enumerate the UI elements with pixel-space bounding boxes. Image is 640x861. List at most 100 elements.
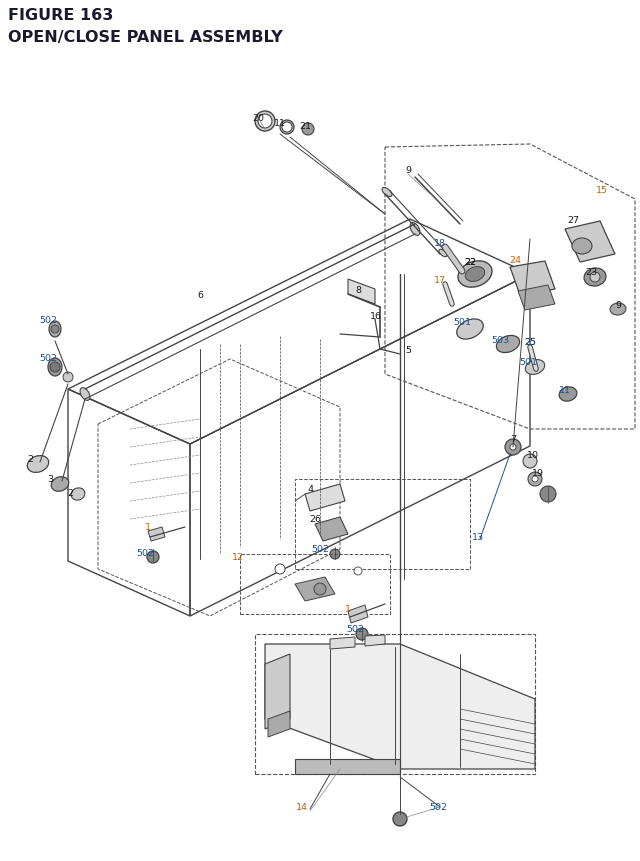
Text: 1: 1: [145, 523, 151, 532]
Text: FIGURE 163: FIGURE 163: [8, 8, 113, 23]
Text: 501: 501: [519, 357, 537, 366]
Circle shape: [532, 476, 538, 482]
Polygon shape: [518, 286, 555, 311]
Polygon shape: [265, 644, 535, 769]
Polygon shape: [365, 635, 385, 647]
Text: 2: 2: [67, 488, 73, 497]
Circle shape: [510, 444, 516, 450]
Circle shape: [330, 549, 340, 560]
Text: 2: 2: [27, 455, 33, 464]
Text: 16: 16: [370, 311, 382, 320]
Text: 17: 17: [434, 276, 446, 284]
Text: 22: 22: [464, 257, 476, 266]
Ellipse shape: [80, 388, 90, 401]
Text: 23: 23: [585, 267, 597, 276]
Text: 12: 12: [232, 553, 244, 562]
Text: 27: 27: [567, 215, 579, 224]
Ellipse shape: [280, 121, 294, 135]
Bar: [295, 480, 470, 569]
Text: 501: 501: [453, 317, 471, 326]
Bar: [255, 635, 535, 774]
Ellipse shape: [51, 477, 68, 492]
Text: 4: 4: [307, 485, 313, 494]
Text: 8: 8: [355, 285, 361, 294]
Text: 25: 25: [524, 338, 536, 346]
Text: 502: 502: [39, 315, 57, 324]
Ellipse shape: [410, 223, 420, 236]
Ellipse shape: [48, 358, 62, 376]
Text: 19: 19: [532, 469, 544, 478]
Ellipse shape: [458, 262, 492, 288]
Text: 6: 6: [197, 290, 203, 299]
Text: 11: 11: [274, 118, 286, 127]
Text: 9: 9: [405, 165, 411, 174]
Ellipse shape: [559, 387, 577, 402]
Text: OPEN/CLOSE PANEL ASSEMBLY: OPEN/CLOSE PANEL ASSEMBLY: [8, 30, 283, 45]
Ellipse shape: [71, 488, 85, 500]
Circle shape: [354, 567, 362, 575]
Circle shape: [147, 551, 159, 563]
Circle shape: [356, 629, 368, 641]
Circle shape: [540, 486, 556, 503]
Circle shape: [258, 115, 272, 129]
Text: 7: 7: [510, 435, 516, 444]
Polygon shape: [330, 637, 355, 649]
Circle shape: [51, 325, 59, 333]
Circle shape: [393, 812, 407, 826]
Circle shape: [50, 362, 60, 373]
Circle shape: [314, 583, 326, 595]
Text: 25: 25: [524, 338, 536, 346]
Circle shape: [275, 564, 285, 574]
Ellipse shape: [255, 112, 275, 132]
Text: 10: 10: [527, 450, 539, 459]
Text: 22: 22: [464, 257, 476, 266]
Polygon shape: [265, 654, 290, 729]
Text: 13: 13: [472, 533, 484, 542]
Text: 11: 11: [559, 385, 571, 394]
Polygon shape: [510, 262, 555, 295]
Ellipse shape: [28, 456, 49, 473]
Text: 503: 503: [491, 335, 509, 344]
Polygon shape: [305, 485, 345, 511]
Circle shape: [282, 123, 292, 133]
Text: 3: 3: [47, 475, 53, 484]
Ellipse shape: [439, 250, 447, 257]
Circle shape: [523, 455, 537, 468]
Ellipse shape: [497, 336, 520, 353]
Polygon shape: [268, 711, 290, 737]
Circle shape: [505, 439, 521, 455]
Text: 21: 21: [299, 121, 311, 130]
Circle shape: [590, 273, 600, 282]
Polygon shape: [348, 280, 375, 305]
Text: 1: 1: [345, 604, 351, 614]
Bar: [240, 554, 390, 614]
Text: 502: 502: [346, 625, 364, 634]
Polygon shape: [295, 578, 335, 601]
Text: 26: 26: [309, 515, 321, 523]
Text: 9: 9: [615, 300, 621, 309]
Ellipse shape: [457, 319, 483, 340]
Ellipse shape: [49, 322, 61, 338]
Text: 502: 502: [136, 548, 154, 557]
Ellipse shape: [584, 269, 606, 287]
Polygon shape: [315, 517, 348, 542]
Polygon shape: [148, 528, 165, 542]
Ellipse shape: [525, 360, 545, 375]
Text: 502: 502: [429, 802, 447, 812]
Polygon shape: [348, 605, 368, 623]
Text: 502: 502: [311, 545, 329, 554]
Text: 24: 24: [509, 255, 521, 264]
Polygon shape: [565, 222, 615, 263]
Circle shape: [528, 473, 542, 486]
Text: 18: 18: [434, 238, 446, 247]
Circle shape: [63, 373, 73, 382]
Text: 14: 14: [296, 802, 308, 812]
Polygon shape: [295, 759, 400, 774]
Text: 20: 20: [252, 114, 264, 122]
Ellipse shape: [610, 304, 626, 316]
Ellipse shape: [572, 238, 592, 255]
Ellipse shape: [302, 124, 314, 136]
Text: 5: 5: [405, 345, 411, 354]
Text: 15: 15: [596, 185, 608, 195]
Ellipse shape: [465, 267, 484, 282]
